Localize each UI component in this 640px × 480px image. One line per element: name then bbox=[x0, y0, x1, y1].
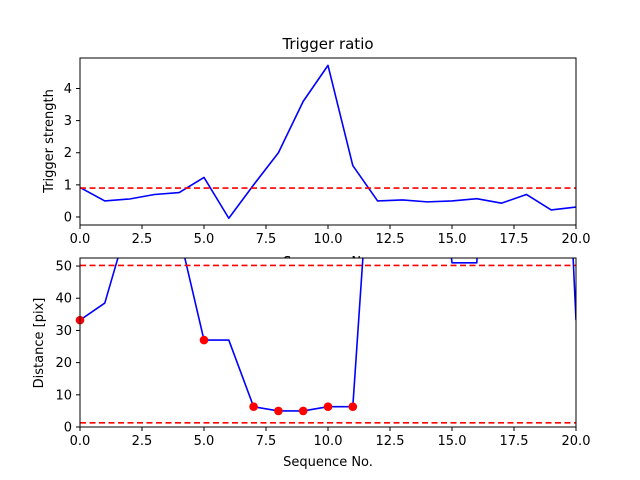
y-axis-label: Distance [pix] bbox=[32, 298, 47, 389]
y-tick-label: 20 bbox=[55, 356, 72, 371]
y-tick-label: 10 bbox=[55, 388, 72, 403]
x-tick-label: 17.5 bbox=[500, 434, 529, 449]
y-tick-label: 30 bbox=[55, 324, 72, 339]
x-tick-label: 7.5 bbox=[256, 434, 277, 449]
chart-title: Trigger ratio bbox=[281, 35, 373, 53]
distance-chart: 0.0 2.5 5.0 7.5 10.0 12.5 15.0 17.5 20.0 0 10 20 30 4… bbox=[32, 257, 591, 470]
x-tick-label: 10.0 bbox=[314, 232, 343, 247]
y-tick-label: 0 bbox=[64, 210, 72, 225]
x-tick-label: 2.5 bbox=[132, 434, 153, 449]
data-point bbox=[323, 402, 333, 412]
x-tick-label: 15.0 bbox=[438, 232, 467, 247]
x-tick-label: 5.0 bbox=[194, 232, 215, 247]
x-tick-label: 15.0 bbox=[438, 434, 467, 449]
data-point bbox=[348, 402, 358, 412]
y-tick-label: 1 bbox=[64, 178, 72, 193]
y-tick-label: 0 bbox=[64, 421, 72, 436]
x-tick-label: 10.0 bbox=[314, 434, 343, 449]
data-point bbox=[199, 335, 209, 345]
y-tick-label: 40 bbox=[55, 292, 72, 307]
y-tick-label: 50 bbox=[55, 260, 72, 275]
x-tick-label: 5.0 bbox=[194, 434, 215, 449]
x-tick-label: 20.0 bbox=[562, 232, 591, 247]
x-tick-label: 17.5 bbox=[500, 232, 529, 247]
data-point bbox=[298, 406, 308, 416]
series-line bbox=[80, 64, 576, 220]
y-axis-label: Trigger strength bbox=[42, 89, 57, 194]
x-tick-label: 20.0 bbox=[562, 434, 591, 449]
x-tick-label: 0.0 bbox=[70, 232, 91, 247]
y-tick-label: 4 bbox=[64, 82, 72, 97]
y-tick-label: 3 bbox=[64, 114, 72, 129]
plot-area bbox=[80, 64, 576, 220]
data-point bbox=[249, 402, 258, 412]
x-tick-label: 2.5 bbox=[132, 232, 153, 247]
x-tick-label: 12.5 bbox=[376, 434, 405, 449]
x-axis-label: Sequence No. bbox=[283, 455, 373, 470]
x-tick-label: 0.0 bbox=[70, 434, 91, 449]
axes-background bbox=[80, 258, 576, 282]
data-point bbox=[274, 406, 283, 416]
y-tick-label: 2 bbox=[64, 146, 72, 161]
x-tick-label: 12.5 bbox=[376, 232, 405, 247]
x-tick-label: 7.5 bbox=[256, 232, 277, 247]
